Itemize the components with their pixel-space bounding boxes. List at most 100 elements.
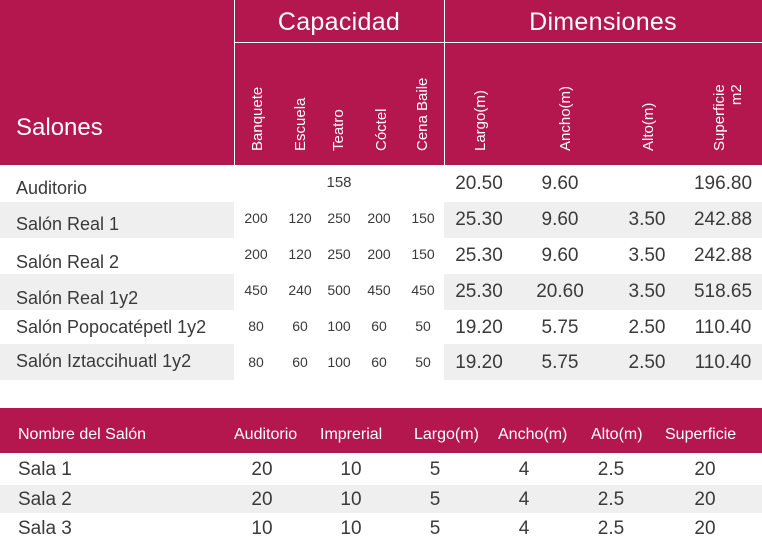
cell-ancho: 9.60: [541, 173, 579, 194]
cell-teatro: 100: [327, 318, 351, 334]
table-row: Salón Real 1y2 450 240 500 450 450 25.30…: [0, 274, 762, 310]
t2-cell-alto: 2.5: [597, 489, 625, 510]
table-row: Salón Real 1 200 120 250 200 150 25.30 9…: [0, 202, 762, 238]
cell-alto: 3.50: [628, 245, 666, 266]
col-superficie: Superficie m2: [711, 84, 745, 151]
col-ancho: Ancho(m): [557, 85, 574, 151]
cell-coctel: 60: [371, 318, 387, 334]
cell-banquete: 200: [244, 246, 268, 262]
cell-escuela: 60: [292, 318, 308, 334]
cell-superficie: 110.40: [694, 352, 752, 373]
cell-banquete: 200: [244, 210, 268, 226]
t2-col-auditorio: Auditorio: [234, 426, 298, 443]
cell-largo: 25.30: [455, 281, 503, 302]
cell-alto: 2.50: [628, 317, 666, 338]
cell-teatro: 158: [326, 174, 352, 191]
cell-coctel: 200: [367, 210, 391, 226]
cell-alto: 3.50: [628, 209, 666, 230]
cell-banquete: 80: [248, 354, 264, 370]
t2-cell-superficie: 20: [694, 489, 716, 510]
t2-cell-largo: 5: [429, 489, 441, 510]
col-coctel: Cóctel: [373, 108, 390, 151]
t2-cell-superficie: 20: [694, 518, 716, 539]
cell-cena-baile: 450: [411, 282, 435, 298]
col-escuela: Escuela: [292, 97, 309, 151]
cell-coctel: 200: [367, 246, 391, 262]
row-name: Salón Real 2: [16, 252, 120, 272]
cell-escuela: 60: [292, 354, 308, 370]
cell-largo: 19.20: [455, 317, 503, 338]
cell-largo: 20.50: [455, 173, 503, 194]
t2-cell-alto: 2.5: [597, 459, 625, 480]
cell-coctel: 60: [371, 354, 387, 370]
t2-cell-nombre: Sala 2: [18, 489, 72, 510]
t2-col-largo: Largo(m): [414, 426, 479, 443]
cell-escuela: 120: [288, 210, 312, 226]
cell-banquete: 450: [244, 282, 268, 298]
col-teatro: Teatro: [330, 109, 347, 151]
t2-cell-auditorio: 20: [251, 459, 273, 480]
t2-cell-largo: 5: [429, 518, 441, 539]
cell-coctel: 450: [367, 282, 391, 298]
t2-col-imprerial: Imprerial: [320, 426, 383, 443]
cell-superficie: 110.40: [694, 317, 752, 338]
t2-col-alto: Alto(m): [591, 426, 643, 443]
t2-cell-nombre: Sala 3: [18, 518, 72, 539]
table-row: Auditorio 158 20.50 9.60 196.80: [0, 166, 762, 202]
divider: [444, 0, 445, 165]
table-row: Salón Popocatépetl 1y2 80 60 100 60 50 1…: [0, 310, 762, 346]
t2-cell-alto: 2.5: [597, 518, 625, 539]
cell-escuela: 240: [288, 282, 312, 298]
t2-col-ancho: Ancho(m): [498, 426, 568, 443]
cell-ancho: 5.75: [541, 352, 579, 373]
cell-teatro: 100: [327, 354, 351, 370]
cell-cena-baile: 150: [411, 246, 435, 262]
table1-header: Capacidad Dimensiones Salones Banquete E…: [0, 0, 762, 165]
t2-cell-nombre: Sala 1: [18, 459, 72, 480]
col-cena-baile: Cena Baile: [414, 77, 431, 151]
cell-ancho: 20.60: [536, 281, 584, 302]
col-superficie-line2: m2: [728, 84, 745, 106]
t2-cell-superficie: 20: [694, 459, 716, 480]
row-name: Salón Real 1y2: [16, 288, 139, 308]
t2-cell-ancho: 4: [518, 489, 530, 510]
t2-cell-auditorio: 10: [251, 518, 273, 539]
table-row: Sala 2 20 10 5 4 2.5 20: [0, 485, 762, 513]
col-alto: Alto(m): [640, 102, 657, 151]
cell-cena-baile: 150: [411, 210, 435, 226]
t2-cell-ancho: 4: [518, 518, 530, 539]
cell-banquete: 80: [248, 318, 264, 334]
t2-cell-imprerial: 10: [340, 459, 362, 480]
salones-header: Salones: [16, 114, 103, 141]
cell-largo: 25.30: [455, 245, 503, 266]
t2-cell-imprerial: 10: [340, 489, 362, 510]
table-row: Sala 1 20 10 5 4 2.5 20: [0, 456, 762, 484]
cell-cena-baile: 50: [415, 318, 431, 334]
divider: [234, 42, 762, 43]
table-row: Salón Real 2 200 120 250 200 150 25.30 9…: [0, 238, 762, 274]
cell-teatro: 250: [327, 246, 351, 262]
cell-superficie: 518.65: [693, 281, 753, 302]
cell-ancho: 9.60: [541, 209, 579, 230]
cell-alto: 3.50: [628, 281, 666, 302]
cell-cena-baile: 50: [415, 354, 431, 370]
cell-teatro: 250: [327, 210, 351, 226]
table-row: Salón Iztaccihuatl 1y2 80 60 100 60 50 1…: [0, 344, 762, 380]
t2-cell-imprerial: 10: [340, 518, 362, 539]
table2-header: Nombre del Salón Auditorio Imprerial Lar…: [0, 408, 762, 453]
cell-escuela: 120: [288, 246, 312, 262]
cell-teatro: 500: [327, 282, 351, 298]
divider: [234, 0, 235, 165]
row-name: Auditorio: [16, 178, 88, 198]
col-superficie-line1: Superficie: [711, 84, 728, 151]
cell-largo: 19.20: [455, 352, 503, 373]
t2-cell-largo: 5: [429, 459, 441, 480]
cell-alto: 2.50: [628, 352, 666, 373]
cell-superficie: 242.88: [693, 245, 753, 266]
row-name: Salón Iztaccihuatl 1y2: [16, 351, 192, 371]
row-name: Salón Real 1: [16, 214, 120, 234]
group-dimensiones-title: Dimensiones: [529, 8, 677, 36]
cell-ancho: 9.60: [541, 245, 579, 266]
t2-cell-auditorio: 20: [251, 489, 273, 510]
t2-cell-ancho: 4: [518, 459, 530, 480]
